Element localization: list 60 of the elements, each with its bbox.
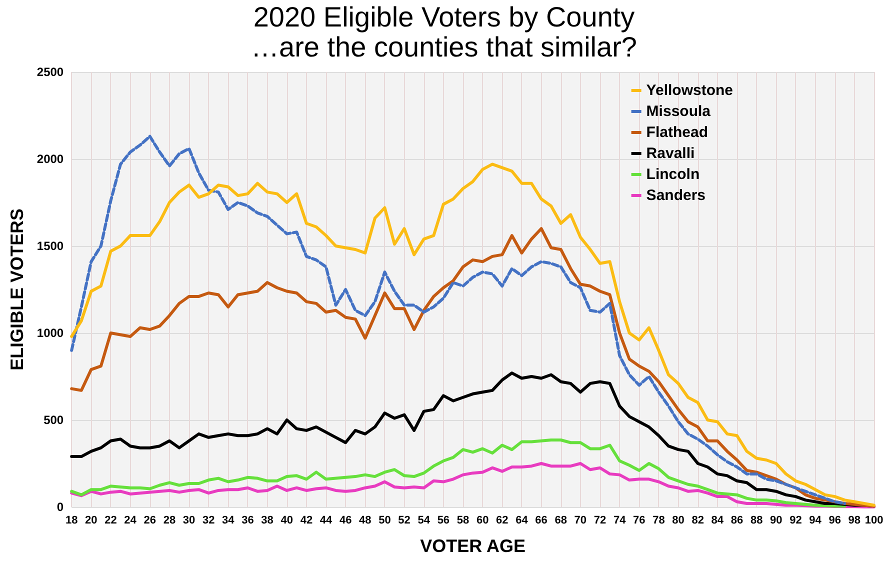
x-tick-label: 60 xyxy=(476,514,489,526)
x-tick-label: 24 xyxy=(124,514,138,526)
y-tick-label: 2000 xyxy=(36,152,64,166)
x-tick-label: 38 xyxy=(261,514,274,526)
y-tick-label: 2500 xyxy=(36,65,64,79)
x-tick-label: 44 xyxy=(320,514,334,526)
x-tick-label: 98 xyxy=(848,514,861,526)
x-tick-label: 88 xyxy=(750,514,763,526)
x-tick-label: 90 xyxy=(770,514,782,526)
x-tick-label: 96 xyxy=(828,514,841,526)
x-tick-label: 68 xyxy=(554,514,567,526)
x-tick-label: 84 xyxy=(711,514,724,526)
x-tick-label: 20 xyxy=(85,514,98,526)
x-tick-label: 18 xyxy=(65,514,78,526)
legend-label: Lincoln xyxy=(646,166,700,183)
x-tick-label: 66 xyxy=(535,514,548,526)
x-tick-label: 82 xyxy=(692,514,704,526)
x-tick-label: 26 xyxy=(144,514,156,526)
x-tick-label: 48 xyxy=(359,514,372,526)
y-tick-label: 1000 xyxy=(36,326,64,340)
x-tick-label: 36 xyxy=(242,514,254,526)
y-tick-label: 500 xyxy=(44,413,64,427)
x-tick-label: 80 xyxy=(672,514,684,526)
x-tick-label: 32 xyxy=(202,514,215,526)
x-tick-label: 42 xyxy=(300,514,313,526)
x-tick-label: 28 xyxy=(163,514,176,526)
legend-label: Sanders xyxy=(646,187,706,204)
x-tick-label: 78 xyxy=(652,514,665,526)
x-tick-label: 46 xyxy=(339,514,352,526)
x-tick-label: 30 xyxy=(182,514,196,526)
x-tick-label: 62 xyxy=(496,514,508,526)
x-tick-label: 54 xyxy=(418,514,431,526)
legend-label: Ravalli xyxy=(646,145,695,162)
line-series xyxy=(70,227,876,508)
x-tick-label: 52 xyxy=(398,514,410,526)
line-series xyxy=(70,438,846,508)
x-tick-label: 64 xyxy=(516,514,529,526)
x-tick-label: 74 xyxy=(613,514,627,526)
x-tick-label: 22 xyxy=(104,514,117,526)
legend-label: Missoula xyxy=(646,103,712,120)
legend-label: Flathead xyxy=(646,124,708,141)
legend-label: Yellowstone xyxy=(646,82,734,99)
x-tick-label: 72 xyxy=(594,514,606,526)
y-tick-label: 1500 xyxy=(36,239,64,253)
x-tick-label: 56 xyxy=(437,514,450,526)
x-tick-label: 100 xyxy=(864,514,884,526)
x-tick-label: 70 xyxy=(574,514,587,526)
x-tick-label: 58 xyxy=(456,514,470,526)
x-axis-title: VOTER AGE xyxy=(420,536,526,556)
x-tick-label: 76 xyxy=(633,514,646,526)
x-tick-label: 92 xyxy=(790,514,802,526)
x-tick-label: 86 xyxy=(730,514,744,526)
x-tick-label: 50 xyxy=(378,514,391,526)
y-tick-label: 0 xyxy=(56,500,64,514)
x-tick-label: 94 xyxy=(809,514,822,526)
chart-title: 2020 Eligible Voters by County xyxy=(253,2,635,32)
x-tick-label: 40 xyxy=(280,514,293,526)
y-axis-title: ELIGIBLE VOTERS xyxy=(7,208,27,371)
chart-subtitle: …are the counties that similar? xyxy=(251,32,637,62)
x-tick-label: 34 xyxy=(222,514,236,526)
